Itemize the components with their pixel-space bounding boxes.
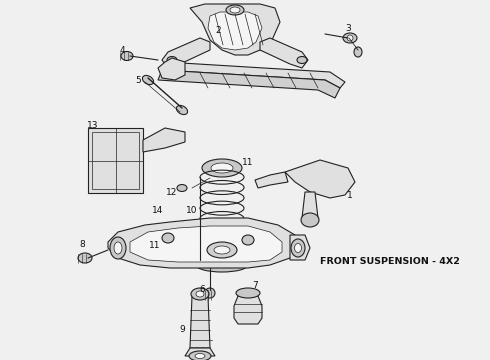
Polygon shape <box>130 226 282 262</box>
Ellipse shape <box>202 159 242 177</box>
Bar <box>88 128 143 193</box>
Ellipse shape <box>236 288 260 298</box>
Text: 9: 9 <box>179 325 185 334</box>
Polygon shape <box>162 62 345 88</box>
Ellipse shape <box>354 47 362 57</box>
Polygon shape <box>158 58 185 80</box>
Polygon shape <box>234 296 262 324</box>
Polygon shape <box>285 160 355 198</box>
Ellipse shape <box>297 57 307 63</box>
Ellipse shape <box>214 246 230 254</box>
Ellipse shape <box>143 75 153 85</box>
Ellipse shape <box>230 7 240 13</box>
Polygon shape <box>190 4 280 55</box>
Text: 12: 12 <box>166 188 178 197</box>
Ellipse shape <box>196 258 248 272</box>
Text: 7: 7 <box>252 280 258 289</box>
Polygon shape <box>162 38 210 68</box>
Ellipse shape <box>114 242 122 254</box>
Ellipse shape <box>176 105 188 114</box>
Ellipse shape <box>211 163 233 173</box>
Text: 13: 13 <box>87 121 99 130</box>
Ellipse shape <box>191 288 209 300</box>
Polygon shape <box>255 172 288 188</box>
Text: 8: 8 <box>79 239 85 248</box>
Polygon shape <box>108 218 298 268</box>
Polygon shape <box>143 128 185 152</box>
Ellipse shape <box>196 291 204 297</box>
Ellipse shape <box>162 233 174 243</box>
Ellipse shape <box>167 57 177 63</box>
Ellipse shape <box>343 33 357 43</box>
Text: 2: 2 <box>215 26 221 35</box>
Polygon shape <box>290 235 310 260</box>
Polygon shape <box>190 296 210 348</box>
Ellipse shape <box>242 235 254 245</box>
Text: 14: 14 <box>152 206 164 215</box>
Ellipse shape <box>207 242 237 258</box>
Text: 5: 5 <box>135 76 141 85</box>
Text: FRONT SUSPENSION - 4X2: FRONT SUSPENSION - 4X2 <box>320 257 460 266</box>
Ellipse shape <box>121 51 133 60</box>
Bar <box>92 132 139 189</box>
Polygon shape <box>208 12 262 50</box>
Polygon shape <box>158 70 340 98</box>
Polygon shape <box>185 348 215 356</box>
Ellipse shape <box>291 239 305 257</box>
Ellipse shape <box>110 237 126 259</box>
Text: 11: 11 <box>149 240 161 249</box>
Ellipse shape <box>205 288 215 298</box>
Ellipse shape <box>177 185 187 192</box>
Text: 11: 11 <box>242 158 254 166</box>
Text: 6: 6 <box>199 285 205 294</box>
Polygon shape <box>302 192 318 218</box>
Ellipse shape <box>301 213 319 227</box>
Ellipse shape <box>294 243 301 252</box>
Ellipse shape <box>195 354 205 359</box>
Ellipse shape <box>347 35 353 41</box>
Polygon shape <box>243 290 253 320</box>
Text: 1: 1 <box>347 190 353 199</box>
Text: 4: 4 <box>119 45 125 54</box>
Ellipse shape <box>189 351 211 360</box>
Ellipse shape <box>226 5 244 15</box>
Ellipse shape <box>78 253 92 263</box>
Text: 10: 10 <box>186 206 198 215</box>
Polygon shape <box>260 38 308 68</box>
Text: 3: 3 <box>345 23 351 32</box>
